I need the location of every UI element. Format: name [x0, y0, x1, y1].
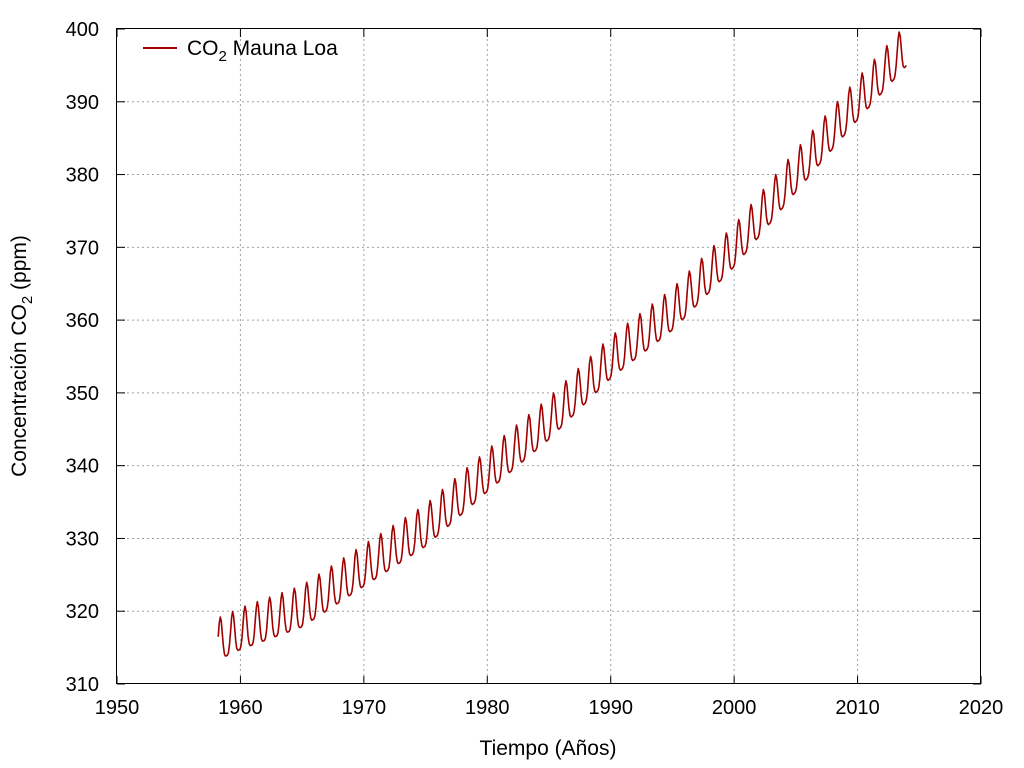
- y-tick-label: 400: [66, 19, 99, 41]
- plot-frame: [116, 28, 981, 684]
- x-axis-label: Tiempo (Años): [480, 737, 617, 760]
- legend: CO2 Mauna Loa: [143, 37, 338, 65]
- y-tick-label: 330: [66, 528, 99, 550]
- y-axis-label: Concentración CO2 (ppm): [8, 235, 36, 477]
- y-axis-label-tail: (ppm): [8, 235, 31, 296]
- x-tick-label: 2020: [959, 697, 1004, 719]
- y-tick-label: 370: [66, 237, 99, 259]
- x-tick-label: 1970: [342, 697, 387, 719]
- series-line-co2-mauna-loa: [217, 31, 907, 657]
- x-tick-label: 2010: [835, 697, 880, 719]
- x-tick-label: 1960: [218, 697, 263, 719]
- y-axis-label-sub: 2: [19, 296, 36, 304]
- y-axis-label-main: Concentración CO: [8, 304, 31, 477]
- x-tick-label: 1950: [95, 697, 140, 719]
- y-tick-label: 350: [66, 383, 99, 405]
- y-tick-label: 390: [66, 92, 99, 114]
- series-layer: [217, 31, 907, 657]
- x-tick-label: 2000: [712, 697, 757, 719]
- y-tick-label: 310: [66, 674, 99, 696]
- x-tick-label: 1980: [465, 697, 510, 719]
- legend-label-tail: Mauna Loa: [227, 37, 338, 60]
- y-tick-label: 360: [66, 310, 99, 332]
- y-tick-labels: 310 320 330 340 350 360 370 380 390 400: [66, 19, 981, 696]
- legend-label-sub: 2: [219, 48, 227, 65]
- y-tick-label: 380: [66, 165, 99, 187]
- legend-label: CO2 Mauna Loa: [187, 37, 338, 65]
- grid: [117, 29, 981, 684]
- x-tick-label: 1990: [588, 697, 633, 719]
- y-tick-label: 340: [66, 456, 99, 478]
- y-tick-label: 320: [66, 601, 99, 623]
- x-tick-labels: 1950 1960 1970 1980 1990 2000 2010 2020: [95, 29, 1004, 719]
- legend-label-main: CO: [187, 37, 219, 60]
